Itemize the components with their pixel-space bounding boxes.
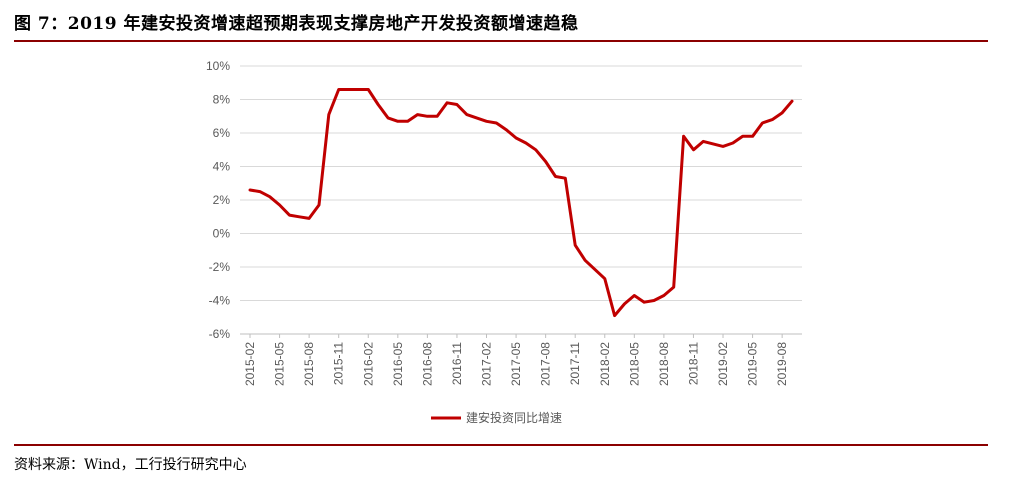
x-tick-label: 2019-08	[775, 342, 789, 386]
y-tick-label: 2%	[213, 193, 231, 207]
y-tick-label: 4%	[213, 160, 231, 174]
source-note: 资料来源：Wind，工行投行研究中心	[14, 457, 247, 473]
y-tick-label: 10%	[206, 59, 230, 73]
y-axis: 10% 8% 6% 4% 2% 0% -2% -4% -6%	[206, 59, 230, 341]
x-tick-label: 2018-05	[627, 342, 641, 386]
x-tick-label: 2016-05	[391, 342, 405, 386]
x-tick-label: 2018-02	[598, 342, 612, 386]
x-tick-label: 2019-05	[746, 342, 760, 386]
x-tick-label: 2019-02	[716, 342, 730, 386]
top-divider	[14, 40, 988, 42]
x-tick-label: 2015-05	[273, 342, 287, 386]
y-tick-label: -2%	[209, 260, 231, 274]
x-tick-label: 2018-11	[686, 342, 700, 385]
x-tick-label: 2017-05	[509, 342, 523, 386]
legend: 建安投资同比增速	[431, 410, 562, 425]
x-tick-label: 2015-08	[302, 342, 316, 386]
series-group	[248, 88, 794, 318]
x-tick-label: 2015-11	[332, 342, 346, 385]
bottom-divider	[14, 444, 988, 446]
x-tick-label: 2017-08	[539, 342, 553, 386]
y-tick-label: 6%	[213, 126, 231, 140]
series-line-construction-investment	[248, 88, 794, 318]
x-axis: 2015-02 2015-05 2015-08 2015-11 2016-02 2016-…	[243, 334, 789, 386]
x-tick-label: 2016-08	[420, 342, 434, 386]
x-tick-label: 2016-11	[450, 342, 464, 385]
grid-lines	[240, 65, 802, 335]
y-tick-label: 8%	[213, 93, 231, 107]
x-tick-label: 2018-08	[657, 342, 671, 386]
y-tick-label: 0%	[213, 227, 231, 241]
x-tick-label: 2017-02	[480, 342, 494, 386]
legend-label: 建安投资同比增速	[466, 410, 562, 425]
x-tick-label: 2016-02	[361, 342, 375, 386]
x-tick-label: 2015-02	[243, 342, 257, 386]
x-tick-label: 2017-11	[568, 342, 582, 385]
y-tick-label: -4%	[209, 294, 231, 308]
y-tick-label: -6%	[209, 327, 231, 341]
figure-title: 图 7：2019 年建安投资增速超预期表现支撑房地产开发投资额增速趋稳	[14, 14, 579, 34]
